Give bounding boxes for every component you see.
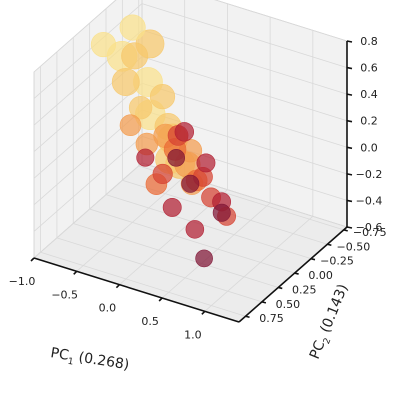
gridline-y-floor [40,251,246,317]
y-tick-label: 0.75 [259,312,284,325]
data-point [181,174,200,193]
data-point [136,148,155,167]
data-point [185,220,205,239]
z-tick-mark [346,93,353,96]
x-tick-mark [73,270,78,275]
z-tick-label: 0.2 [360,115,378,128]
gridline-x-floor [204,216,314,312]
gridline-x-floor [161,202,271,299]
data-point [195,249,213,268]
y-tick-mark [327,243,332,247]
y-tick-mark [343,229,348,232]
gridline-z-back [214,0,348,42]
data-point [152,163,173,185]
data-point [119,114,142,137]
data-point [174,122,195,142]
z-tick-mark [346,173,353,176]
data-point [196,153,216,173]
data-point [212,203,231,222]
z-tick-label: −0.4 [356,194,383,207]
x-axis-label: PC1 (0.268) [49,345,130,376]
x-tick-mark [158,297,163,302]
z-tick-mark [346,226,353,229]
x-tick-mark [201,310,206,315]
y-tick-label: −0.50 [337,240,371,253]
z-tick-label: −0.2 [356,168,383,181]
z-tick-label: 0.6 [360,62,378,75]
y-tick-label: −0.75 [353,226,387,239]
y-tick-mark [294,272,299,275]
gridline-x-floor [76,176,185,272]
data-point [90,31,117,58]
z-tick-mark [346,199,353,203]
y-tick-mark [310,257,316,261]
data-point [119,14,146,41]
gridline-y-floor [56,237,263,303]
data-point [162,197,182,217]
y-tick-label: 0.25 [292,283,317,296]
gridline-z-back [141,3,348,68]
y-tick-mark [278,286,283,290]
data-point [128,96,153,120]
z-tick-label: 0.4 [360,88,378,101]
y-tick-mark [245,315,250,319]
gridline-y-floor [89,208,295,274]
chart-tick-labels: −1.0 −0.5 0.0 0.5 1.0 −0.75−0.50 −0.250.000.25… [9,35,387,341]
gridline-z-back [141,82,348,148]
z-tick-label: −0.6 [356,221,383,234]
data-point [111,68,140,96]
z-tick-mark [346,66,353,70]
gridline-z-back [141,29,348,95]
gridline-z-back [141,56,348,122]
gridline-z-left [33,162,143,259]
z-tick-mark [346,146,353,150]
gridline-z-left [33,0,117,73]
data-point [149,84,176,110]
z-tick-label: 0.0 [360,141,378,154]
data-point [167,149,186,167]
x-tick-label: −0.5 [51,288,78,301]
chart-axes [30,40,353,323]
gridline-y-floor [105,194,312,260]
x-tick-mark [115,284,120,289]
y-tick-label: 0.00 [308,269,333,282]
x-tick-mark [30,257,35,262]
z-tick-mark [346,119,353,123]
x-tick-label: −1.0 [9,275,36,288]
y-tick-label: 0.50 [276,298,301,311]
gridline-y-floor [73,223,279,288]
y-axis-line [238,226,348,323]
chart-points [90,14,237,268]
x-tick-label: 1.0 [184,328,202,341]
y-tick-mark [261,301,267,304]
x-tick-label: 0.5 [141,315,159,328]
data-point [121,42,149,70]
x-tick-label: 0.0 [99,302,117,315]
z-tick-label: 0.8 [360,35,378,48]
gridline-z-left [33,136,143,232]
z-tick-mark [346,40,353,43]
y-tick-label: −0.25 [320,255,354,268]
gridline-z-left [33,82,143,179]
